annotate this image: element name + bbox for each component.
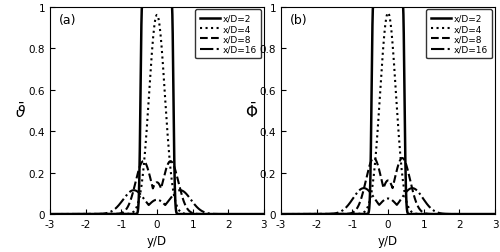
x/D=2 xyxy=(278,213,284,216)
x/D=4 xyxy=(315,213,321,216)
x/D=8 xyxy=(47,213,53,216)
x/D=4 xyxy=(138,186,144,189)
x/D=2 xyxy=(465,213,471,216)
x/D=16 xyxy=(131,189,137,192)
x/D=8 xyxy=(315,213,321,216)
x/D=16 xyxy=(302,213,308,216)
x/D=2 xyxy=(138,28,144,32)
x/D=8 xyxy=(488,213,494,216)
x/D=16 xyxy=(261,213,267,216)
Line: x/D=16: x/D=16 xyxy=(50,191,264,214)
x/D=2 xyxy=(257,213,263,216)
x/D=16 xyxy=(278,213,284,216)
x/D=4 xyxy=(261,213,267,216)
Line: x/D=2: x/D=2 xyxy=(50,8,264,214)
x/D=16 xyxy=(138,194,144,197)
x/D=2 xyxy=(72,213,78,216)
x/D=2 xyxy=(302,213,308,216)
x/D=4 xyxy=(72,213,78,216)
x/D=4 xyxy=(465,213,471,216)
x/D=4 xyxy=(278,213,284,216)
x/D=4 xyxy=(492,213,498,216)
x/D=8 xyxy=(72,213,78,216)
x/D=16 xyxy=(361,187,367,190)
x/D=2 xyxy=(370,6,376,9)
Line: x/D=2: x/D=2 xyxy=(281,8,495,214)
x/D=16 xyxy=(257,213,263,216)
x/D=4 xyxy=(302,213,308,216)
x/D=4 xyxy=(129,211,135,214)
x/D=4 xyxy=(257,213,263,216)
x/D=8 xyxy=(492,213,498,216)
Text: (b): (b) xyxy=(290,14,307,27)
x/D=8 xyxy=(360,191,366,194)
x/D=4 xyxy=(385,12,391,15)
x/D=16 xyxy=(465,213,471,216)
x/D=8 xyxy=(129,194,135,197)
x/D=2 xyxy=(360,213,366,216)
x/D=4 xyxy=(47,213,53,216)
Y-axis label: $\bar{\Phi}$: $\bar{\Phi}$ xyxy=(245,101,258,120)
Legend: x/D=2, x/D=4, x/D=8, x/D=16: x/D=2, x/D=4, x/D=8, x/D=16 xyxy=(196,10,261,59)
x/D=2 xyxy=(129,213,135,216)
X-axis label: y/D: y/D xyxy=(147,235,167,247)
x/D=16 xyxy=(488,213,494,216)
x/D=16 xyxy=(492,213,498,216)
x/D=16 xyxy=(129,189,135,192)
x/D=4 xyxy=(488,213,494,216)
x/D=8 xyxy=(371,157,377,160)
x/D=8 xyxy=(140,160,146,163)
x/D=8 xyxy=(465,213,471,216)
x/D=2 xyxy=(234,213,240,216)
x/D=16 xyxy=(47,213,53,216)
x/D=16 xyxy=(72,213,78,216)
x/D=8 xyxy=(278,213,284,216)
Line: x/D=4: x/D=4 xyxy=(50,16,264,214)
x/D=16 xyxy=(360,187,366,190)
x/D=16 xyxy=(315,213,321,216)
x/D=2 xyxy=(47,213,53,216)
x/D=16 xyxy=(84,213,90,216)
x/D=8 xyxy=(257,213,263,216)
Line: x/D=4: x/D=4 xyxy=(281,14,495,214)
Line: x/D=8: x/D=8 xyxy=(281,159,495,214)
x/D=16 xyxy=(234,213,240,216)
x/D=8 xyxy=(261,213,267,216)
x/D=16 xyxy=(370,194,376,197)
x/D=2 xyxy=(139,6,145,9)
x/D=8 xyxy=(234,213,240,216)
x/D=2 xyxy=(84,213,90,216)
Line: x/D=8: x/D=8 xyxy=(50,162,264,214)
Text: (a): (a) xyxy=(58,14,76,27)
Line: x/D=16: x/D=16 xyxy=(281,188,495,214)
x/D=4 xyxy=(154,14,160,17)
X-axis label: y/D: y/D xyxy=(378,235,398,247)
x/D=8 xyxy=(84,213,90,216)
x/D=8 xyxy=(138,162,144,165)
x/D=8 xyxy=(370,158,376,161)
x/D=2 xyxy=(370,28,376,32)
x/D=2 xyxy=(488,213,494,216)
x/D=4 xyxy=(84,213,90,216)
Legend: x/D=2, x/D=4, x/D=8, x/D=16: x/D=2, x/D=4, x/D=8, x/D=16 xyxy=(426,10,492,59)
x/D=2 xyxy=(315,213,321,216)
x/D=2 xyxy=(261,213,267,216)
x/D=4 xyxy=(370,185,376,188)
Y-axis label: $\bar{\vartheta}$: $\bar{\vartheta}$ xyxy=(14,101,26,120)
x/D=2 xyxy=(492,213,498,216)
x/D=4 xyxy=(360,211,366,214)
x/D=4 xyxy=(234,213,240,216)
x/D=8 xyxy=(302,213,308,216)
